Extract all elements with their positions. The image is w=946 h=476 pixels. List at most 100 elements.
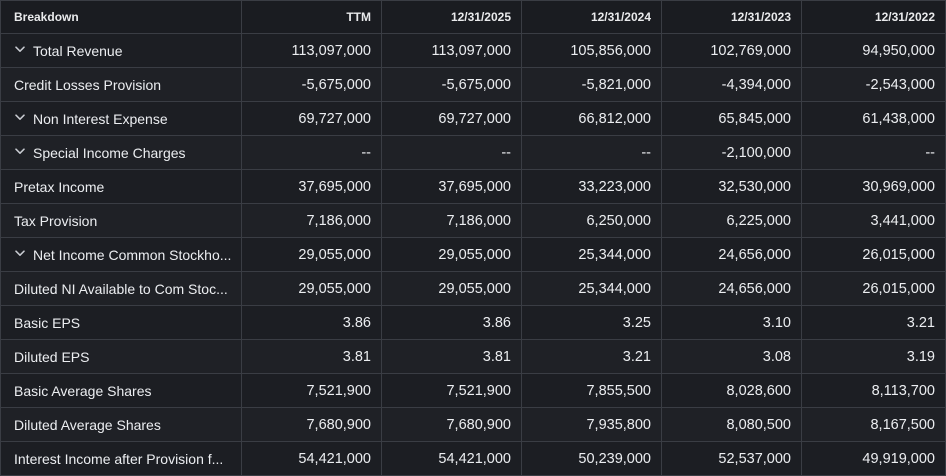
value-cell: 105,856,000 [522,34,662,67]
row-label-cell[interactable]: Total Revenue [0,34,242,67]
value-cell: 7,855,500 [522,374,662,407]
column-header-2022[interactable]: 12/31/2022 [802,1,946,33]
row-label-cell: Tax Provision [0,204,242,237]
value-cell: 37,695,000 [242,170,382,203]
table-row[interactable]: Net Income Common Stockho... 29,055,000 29… [0,238,946,272]
value-cell: -- [802,136,946,169]
value-cell: 8,113,700 [802,374,946,407]
value-cell: -5,675,000 [382,68,522,101]
value-cell: 7,521,900 [242,374,382,407]
row-label: Net Income Common Stockho... [33,246,232,263]
table-row[interactable]: Total Revenue 113,097,000 113,097,000 105,8… [0,34,946,68]
value-cell: 50,239,000 [522,442,662,475]
value-cell: 3.81 [382,340,522,373]
value-cell: 69,727,000 [242,102,382,135]
value-cell: 3.10 [662,306,802,339]
value-cell: 7,680,900 [242,408,382,441]
value-cell: 25,344,000 [522,272,662,305]
value-cell: 7,186,000 [242,204,382,237]
value-cell: 6,250,000 [522,204,662,237]
value-cell: 29,055,000 [242,238,382,271]
row-label: Non Interest Expense [33,110,168,127]
row-label: Special Income Charges [33,144,186,161]
value-cell: 113,097,000 [382,34,522,67]
chevron-down-icon[interactable] [15,44,27,56]
column-header-2024[interactable]: 12/31/2024 [522,1,662,33]
value-cell: 66,812,000 [522,102,662,135]
value-cell: 25,344,000 [522,238,662,271]
chevron-down-icon[interactable] [15,248,27,260]
table-row: Basic Average Shares 7,521,900 7,521,900 7,… [0,374,946,408]
row-label: Pretax Income [14,178,105,195]
chevron-down-icon[interactable] [15,112,27,124]
value-cell: 54,421,000 [242,442,382,475]
value-cell: 69,727,000 [382,102,522,135]
row-label: Basic Average Shares [14,382,152,399]
table-row: Credit Losses Provision -5,675,000 -5,675,… [0,68,946,102]
value-cell: -2,100,000 [662,136,802,169]
value-cell: 3.08 [662,340,802,373]
value-cell: 7,521,900 [382,374,522,407]
value-cell: 24,656,000 [662,272,802,305]
value-cell: 7,680,900 [382,408,522,441]
value-cell: 65,845,000 [662,102,802,135]
row-label: Total Revenue [33,42,123,59]
row-label: Diluted EPS [14,348,90,365]
value-cell: 29,055,000 [382,238,522,271]
row-label-cell: Diluted Average Shares [0,408,242,441]
value-cell: -5,821,000 [522,68,662,101]
table-row: Interest Income after Provision f... 54,4… [0,442,946,476]
row-label-cell: Pretax Income [0,170,242,203]
column-header-2023[interactable]: 12/31/2023 [662,1,802,33]
row-label: Diluted Average Shares [14,416,161,433]
value-cell: 3.86 [382,306,522,339]
column-header-2025[interactable]: 12/31/2025 [382,1,522,33]
value-cell: 33,223,000 [522,170,662,203]
value-cell: 26,015,000 [802,238,946,271]
value-cell: 32,530,000 [662,170,802,203]
value-cell: 49,919,000 [802,442,946,475]
value-cell: 7,186,000 [382,204,522,237]
table-header-row: Breakdown TTM 12/31/2025 12/31/2024 12/3… [0,0,946,34]
value-cell: 52,537,000 [662,442,802,475]
table-row: Diluted Average Shares 7,680,900 7,680,900… [0,408,946,442]
value-cell: 94,950,000 [802,34,946,67]
row-label-cell: Basic Average Shares [0,374,242,407]
table-body: Total Revenue 113,097,000 113,097,000 105,8… [0,34,946,476]
value-cell: 7,935,800 [522,408,662,441]
row-label: Tax Provision [14,212,98,229]
row-label: Basic EPS [14,314,81,331]
value-cell: 30,969,000 [802,170,946,203]
row-label-cell[interactable]: Special Income Charges [0,136,242,169]
row-label-cell[interactable]: Net Income Common Stockho... [0,238,242,271]
value-cell: -4,394,000 [662,68,802,101]
table-row[interactable]: Non Interest Expense 69,727,000 69,727,000… [0,102,946,136]
chevron-down-icon[interactable] [15,146,27,158]
row-label: Credit Losses Provision [14,76,162,93]
table-row[interactable]: Special Income Charges -- -- -- -2,100,000 -- [0,136,946,170]
row-label: Interest Income after Provision f... [14,450,224,467]
table-row: Diluted EPS 3.81 3.81 3.21 3.08 3.19 [0,340,946,374]
value-cell: 113,097,000 [242,34,382,67]
value-cell: 8,080,500 [662,408,802,441]
value-cell: 54,421,000 [382,442,522,475]
value-cell: 3.86 [242,306,382,339]
column-header-ttm[interactable]: TTM [242,1,382,33]
value-cell: -5,675,000 [242,68,382,101]
value-cell: -- [522,136,662,169]
column-header-breakdown[interactable]: Breakdown [0,1,242,33]
value-cell: 61,438,000 [802,102,946,135]
value-cell: 3.21 [802,306,946,339]
value-cell: 102,769,000 [662,34,802,67]
table-row: Pretax Income 37,695,000 37,695,000 33,223,… [0,170,946,204]
value-cell: 3,441,000 [802,204,946,237]
row-label: Diluted NI Available to Com Stoc... [14,280,228,297]
row-label-cell: Diluted NI Available to Com Stoc... [0,272,242,305]
table-row: Basic EPS 3.86 3.86 3.25 3.10 3.21 [0,306,946,340]
value-cell: 29,055,000 [242,272,382,305]
row-label-cell[interactable]: Non Interest Expense [0,102,242,135]
row-label-cell: Interest Income after Provision f... [0,442,242,475]
value-cell: 6,225,000 [662,204,802,237]
value-cell: 3.21 [522,340,662,373]
